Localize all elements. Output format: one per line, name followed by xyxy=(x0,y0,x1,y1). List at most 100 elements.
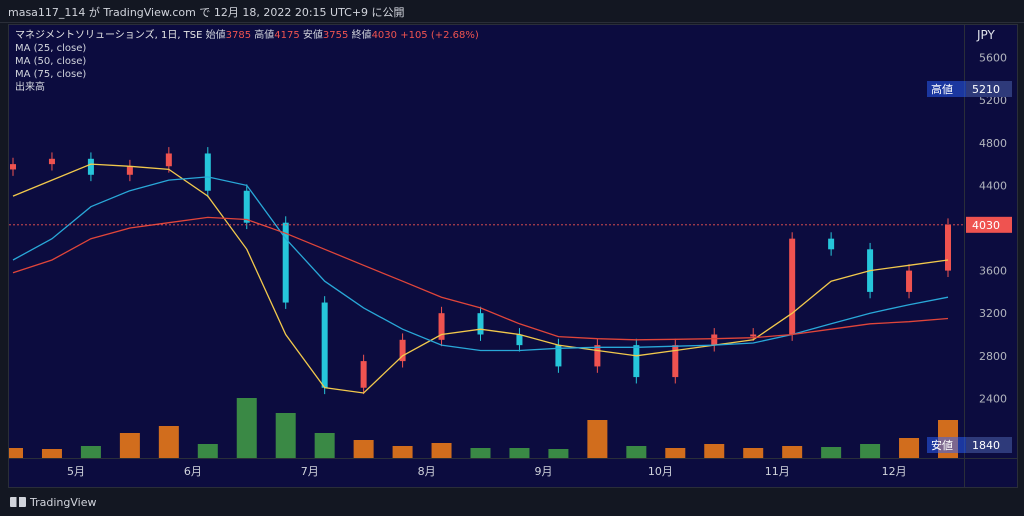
volume-bar xyxy=(314,433,335,458)
volume-bar xyxy=(743,448,764,458)
open-label: 始値 xyxy=(205,30,226,41)
high-marker-value: 5210 xyxy=(972,83,1000,96)
volume-bar xyxy=(119,433,140,458)
candle-body[interactable] xyxy=(477,313,484,335)
low-marker[interactable] xyxy=(966,437,1012,453)
x-tick-label-1: 6月 xyxy=(184,465,202,478)
tradingview-logo-icon xyxy=(10,497,26,507)
low-marker-label: 安値 xyxy=(931,438,953,452)
ma-line-3 xyxy=(12,216,949,341)
candle-body[interactable] xyxy=(711,334,718,346)
volume-bar xyxy=(197,444,218,458)
price-axis[interactable] xyxy=(965,25,1017,487)
change-value: +105 (+2.68%) xyxy=(400,30,479,41)
candle-body[interactable] xyxy=(438,313,445,340)
y-tick-label-1: 2400 xyxy=(979,392,1007,405)
symbol-name: マネジメントソリューションズ, 1日, TSE xyxy=(15,30,203,41)
candle-body[interactable] xyxy=(48,158,55,165)
candle-body[interactable] xyxy=(945,224,951,271)
candle-body[interactable] xyxy=(282,222,289,303)
low-marker-label-bg xyxy=(927,437,969,453)
candle-body[interactable] xyxy=(516,334,523,346)
candle-body[interactable] xyxy=(789,238,796,335)
close-value: 4030 xyxy=(371,30,398,41)
footer: TradingView xyxy=(0,488,1024,516)
volume-bar xyxy=(782,446,803,458)
volume-bar xyxy=(275,413,296,458)
chart-area[interactable]: JPY2000240028003200360040004400480052005… xyxy=(8,24,1018,488)
currency-label: JPY xyxy=(976,28,996,42)
volume-bar xyxy=(704,444,725,458)
legend-symbol-row: マネジメントソリューションズ, 1日, TSE 始値3785 高値4175 安値… xyxy=(15,29,479,42)
candle-body[interactable] xyxy=(10,164,16,170)
candle-body[interactable] xyxy=(633,345,640,378)
candle-body[interactable] xyxy=(165,153,172,167)
last-price-marker[interactable] xyxy=(966,216,1012,233)
candle-body[interactable] xyxy=(555,345,562,367)
candle-body[interactable] xyxy=(243,190,250,223)
y-tick-label-7: 4800 xyxy=(979,137,1007,150)
x-tick-label-6: 11月 xyxy=(765,465,790,478)
x-tick-label-2: 7月 xyxy=(301,465,319,478)
publish-bar: masa117_114 が TradingView.com で 12月 18, … xyxy=(0,0,1024,23)
candle-body[interactable] xyxy=(594,345,601,367)
high-label: 高値 xyxy=(254,30,275,41)
volume-bar xyxy=(236,398,257,458)
legend-ma25[interactable]: MA (25, close) xyxy=(15,43,87,54)
candle-body[interactable] xyxy=(399,339,406,362)
candle-body[interactable] xyxy=(126,166,133,175)
legend-ma75[interactable]: MA (75, close) xyxy=(15,69,87,80)
low-label: 安値 xyxy=(302,30,323,41)
low-value: 3755 xyxy=(322,30,349,41)
volume-bar xyxy=(353,440,374,458)
logo-text: TradingView xyxy=(30,496,97,509)
volume-bar xyxy=(80,446,101,458)
candle-body[interactable] xyxy=(321,302,328,388)
high-marker-label: 高値 xyxy=(931,82,953,96)
y-tick-label-8: 5200 xyxy=(979,94,1007,107)
volume-bar xyxy=(470,448,491,458)
candle-body[interactable] xyxy=(750,334,757,337)
candle-body[interactable] xyxy=(828,238,835,250)
x-tick-label-7: 12月 xyxy=(882,465,907,478)
candle-body[interactable] xyxy=(87,158,94,175)
high-marker-label-bg xyxy=(927,81,969,97)
x-tick-label-3: 8月 xyxy=(418,465,436,478)
open-value: 3785 xyxy=(225,30,252,41)
x-tick-label-5: 10月 xyxy=(648,465,673,478)
candle-body[interactable] xyxy=(906,270,913,292)
y-tick-label-4: 3600 xyxy=(979,265,1007,278)
close-label: 終値 xyxy=(351,30,372,41)
legend-volume[interactable]: 出来高 xyxy=(15,82,45,93)
chart-legend: マネジメントソリューションズ, 1日, TSE 始値3785 高値4175 安値… xyxy=(15,29,479,94)
price-chart[interactable]: JPY2000240028003200360040004400480052005… xyxy=(9,25,1017,487)
volume-bar xyxy=(548,449,569,458)
volume-bar xyxy=(41,449,62,458)
volume-bar xyxy=(509,448,530,458)
volume-bar xyxy=(665,448,686,458)
volume-bar xyxy=(392,446,413,458)
volume-bar xyxy=(899,438,920,458)
legend-ma50[interactable]: MA (50, close) xyxy=(15,56,87,67)
volume-bar xyxy=(158,426,179,458)
volume-bar xyxy=(860,444,881,458)
low-marker-value: 1840 xyxy=(972,439,1000,452)
high-marker[interactable] xyxy=(966,81,1012,97)
y-tick-label-6: 4400 xyxy=(979,179,1007,192)
volume-bar xyxy=(431,443,452,458)
volume-bar xyxy=(9,448,23,458)
volume-bar xyxy=(587,420,608,458)
volume-bar xyxy=(626,446,647,458)
candle-body[interactable] xyxy=(360,361,367,388)
x-tick-label-4: 9月 xyxy=(534,465,552,478)
last-price-value: 4030 xyxy=(972,219,1000,232)
y-tick-label-2: 2800 xyxy=(979,350,1007,363)
tradingview-logo[interactable]: TradingView xyxy=(10,496,96,509)
y-tick-label-3: 3200 xyxy=(979,307,1007,320)
high-value: 4175 xyxy=(274,30,300,41)
candle-body[interactable] xyxy=(204,153,211,191)
x-tick-label-0: 5月 xyxy=(67,465,85,478)
y-tick-label-9: 5600 xyxy=(979,52,1007,65)
ma-line-1 xyxy=(12,163,949,394)
candle-body[interactable] xyxy=(672,345,679,378)
